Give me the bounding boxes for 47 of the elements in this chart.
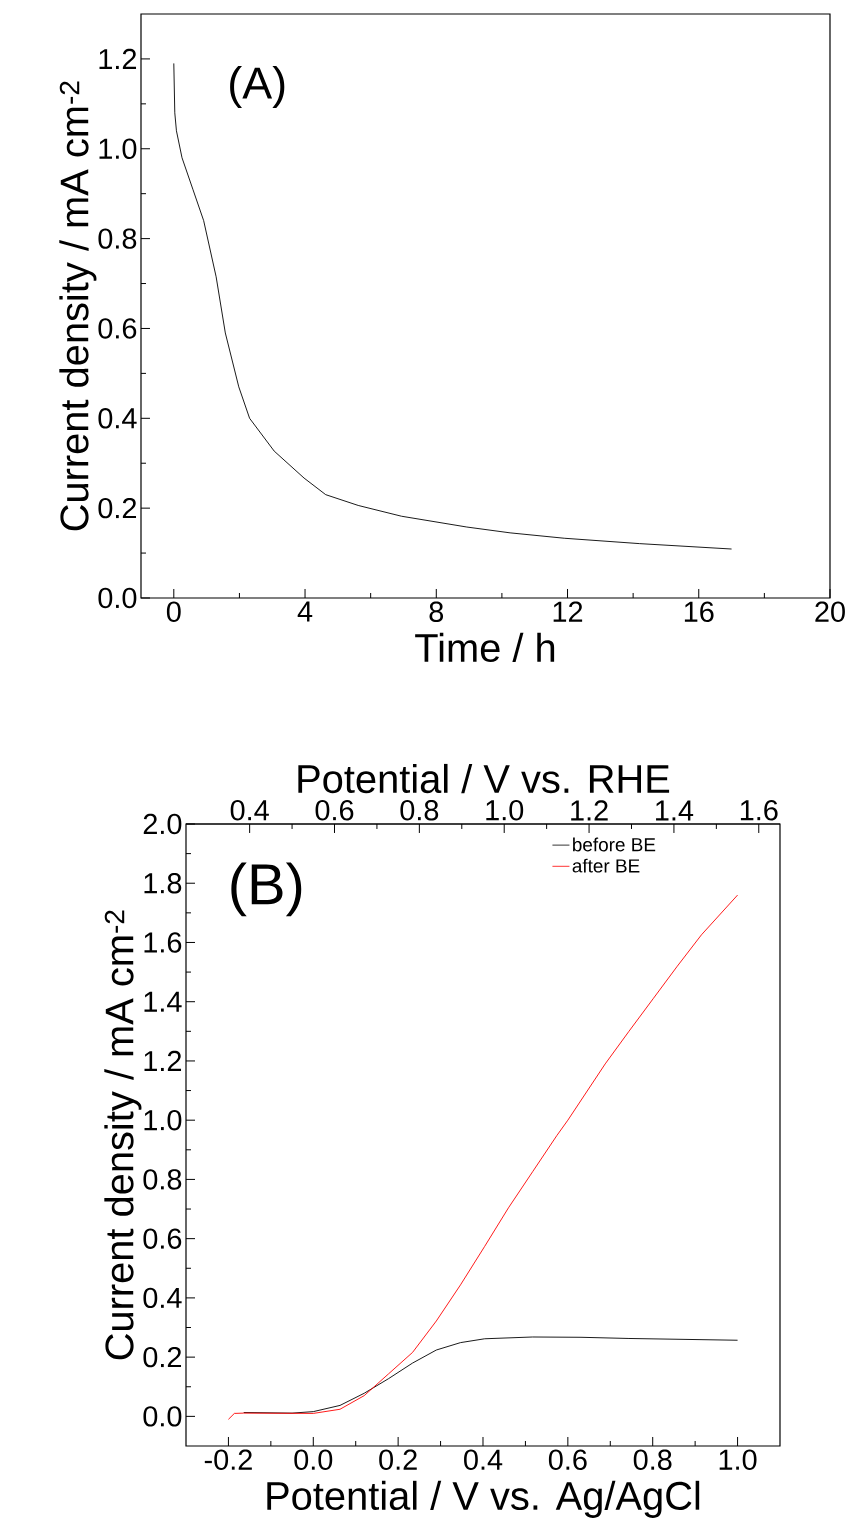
- y-tick-label: 0.2: [143, 1346, 181, 1368]
- annotation: (B): [231, 862, 302, 917]
- x-tick-label: 0.0: [294, 1449, 333, 1470]
- y-axis-title: Current density / mA cm$^{-2}$: [104, 910, 142, 1360]
- y-tick-label: 1.6: [144, 932, 182, 953]
- x2-axis-title: Potential / V vs. RHE: [298, 763, 669, 794]
- y-tick-label: 0.4: [98, 408, 137, 429]
- legend-label: after BE: [572, 858, 640, 873]
- x-tick-label: 16: [684, 601, 714, 622]
- x-tick-label: 0.2: [378, 1449, 417, 1470]
- y-tick-label: 0.0: [143, 1406, 182, 1427]
- x-tick-label: 12: [553, 601, 582, 622]
- x-axis-title: Potential / V vs. Ag/AgCl: [267, 1480, 699, 1518]
- x2-tick-label: 0.4: [230, 800, 269, 821]
- y-tick-label: 1.2: [99, 48, 136, 70]
- x2-tick-label: 1.0: [486, 800, 523, 821]
- x-axis-title: Time / h: [414, 632, 554, 663]
- x2-tick-label: 1.4: [655, 800, 693, 821]
- y-tick-label: 1.2: [144, 1050, 181, 1072]
- x-tick-label: 0.6: [548, 1449, 587, 1470]
- x2-tick-label: 0.6: [315, 800, 354, 821]
- y-tick-label: 0.8: [143, 1169, 182, 1190]
- x-tick-label: 0: [166, 601, 181, 622]
- y-tick-label: 0.6: [98, 318, 137, 339]
- annotation: (A): [229, 66, 285, 108]
- y-tick-label: 0.2: [98, 497, 136, 519]
- y-axis-title: Current density / mA cm$^{-2}$: [59, 81, 97, 531]
- x-tick-label: 20: [815, 601, 845, 622]
- y-tick-label: 1.0: [99, 138, 137, 159]
- x-tick-label: 0.8: [633, 1449, 672, 1470]
- x2-tick-label: 0.8: [400, 800, 438, 821]
- y-tick-label: 1.0: [144, 1109, 182, 1131]
- x-tick-label: 8: [429, 601, 443, 622]
- y-tick-label: 2.0: [143, 813, 182, 835]
- legend-label: before BE: [572, 837, 655, 852]
- x-tick-label: 1.0: [719, 1449, 757, 1470]
- y-tick-label: 0.6: [143, 1228, 182, 1249]
- x-tick-label: 4: [297, 601, 313, 622]
- y-tick-label: 0.4: [143, 1287, 182, 1309]
- x-tick-label: 0.4: [463, 1449, 503, 1470]
- x2-tick-label: 1.2: [571, 800, 608, 821]
- y-tick-label: 1.8: [144, 873, 182, 894]
- line-series: [173, 62, 732, 550]
- y-tick-label: 0.8: [98, 228, 137, 249]
- x-tick-label: -0.2: [204, 1449, 252, 1470]
- y-tick-label: 1.4: [144, 991, 182, 1012]
- x2-tick-label: 1.6: [740, 800, 778, 821]
